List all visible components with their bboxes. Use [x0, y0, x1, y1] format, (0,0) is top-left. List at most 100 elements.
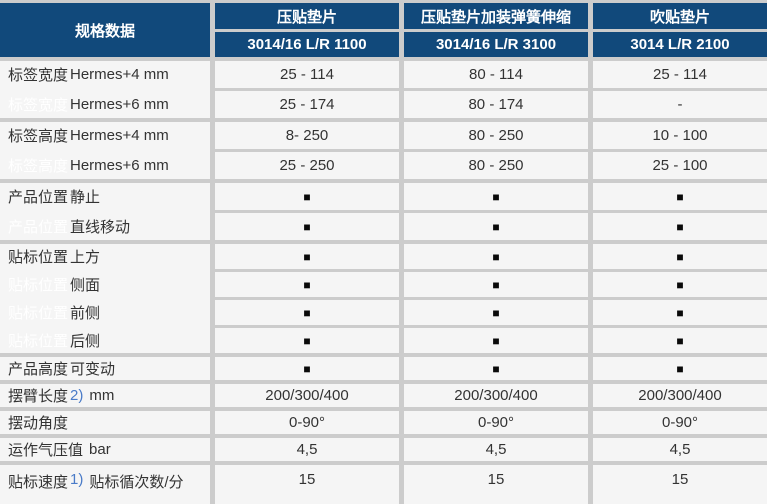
product-column-name: 压贴垫片加装弹簧伸缩 — [404, 3, 588, 29]
row-label-ghost-text: 贴标位置 — [8, 305, 69, 322]
row-label-line: 摆动角度 — [8, 411, 210, 434]
spec-row-group: 摆臂长度 2) mm 200/300/400 200/300/400 200/300/40… — [0, 384, 767, 407]
row-label-line: 标签高度 Hermes+4 mm — [8, 122, 210, 149]
row-label-line: 标签宽度 Hermes+6 mm — [8, 91, 210, 118]
footnote-marker: 2) — [70, 387, 84, 404]
feature-available-square: ■ — [593, 272, 767, 297]
spec-value: 25 - 114 — [215, 61, 399, 88]
spec-value: 80 - 174 — [404, 91, 588, 118]
feature-available-square: ■ — [215, 272, 399, 297]
feature-available-square: ■ — [404, 183, 588, 210]
spec-value: 200/300/400 — [404, 384, 588, 407]
spec-value: 4,5 — [593, 438, 767, 461]
spec-value: 80 - 114 — [404, 61, 588, 88]
row-label-cell: 贴标位置 上方 贴标位置 侧面 贴标位置 前侧 贴标位置 后侧 — [0, 244, 210, 353]
row-label-text: 标签宽度 — [8, 67, 69, 84]
row-label-ghost-text: 标签宽度 — [8, 97, 69, 114]
row-label-line: 贴标位置 后侧 — [8, 328, 210, 353]
row-label-cell: 摆动角度 — [0, 411, 210, 434]
row-sublabel: 上方 — [70, 249, 101, 266]
row-sublabel: Hermes+6 mm — [70, 157, 169, 174]
row-label-ghost-text: 贴标位置 — [8, 277, 69, 294]
row-label-line: 产品位置 静止 — [8, 183, 210, 210]
row-label-suffix: bar — [89, 441, 111, 458]
feature-available-square: ■ — [593, 244, 767, 269]
row-label-line: 贴标速度 1) 贴标循次数/分 — [8, 465, 210, 504]
row-label-cell: 摆臂长度 2) mm — [0, 384, 210, 407]
row-label-suffix: mm — [89, 387, 115, 404]
product-column-model: 3014 L/R 2100 — [593, 32, 767, 57]
spec-value: 25 - 100 — [593, 152, 767, 179]
row-label-cell: 产品位置 静止 产品位置 直线移动 — [0, 183, 210, 240]
row-label-cell: 贴标速度 1) 贴标循次数/分 — [0, 465, 210, 504]
feature-available-square: ■ — [215, 300, 399, 325]
row-label-line: 运作气压值 bar — [8, 438, 210, 461]
spec-value: 15 — [215, 465, 399, 504]
row-label-line: 标签宽度 Hermes+4 mm — [8, 61, 210, 88]
row-label-line: 贴标位置 侧面 — [8, 272, 210, 297]
feature-available-square: ■ — [404, 244, 588, 269]
row-sublabel: Hermes+6 mm — [70, 96, 169, 113]
product-column-name: 吹贴垫片 — [593, 3, 767, 29]
row-label-cell: 标签宽度 Hermes+4 mm 标签宽度 Hermes+6 mm — [0, 61, 210, 118]
feature-available-square: ■ — [215, 357, 399, 380]
feature-available-square: ■ — [404, 328, 588, 353]
row-label-text: 产品高度 — [8, 361, 69, 378]
row-sublabel: 前侧 — [70, 305, 101, 322]
row-label-ghost-text: 贴标位置 — [8, 333, 69, 350]
product-column-name: 压贴垫片 — [215, 3, 399, 29]
spec-row-group: 产品位置 静止 产品位置 直线移动 ■ ■ ■ ■ ■ ■ — [0, 183, 767, 240]
row-label-line: 贴标位置 上方 — [8, 244, 210, 269]
feature-available-square: ■ — [404, 213, 588, 240]
spec-data-header: 规格数据 — [0, 3, 210, 57]
spec-value: 25 - 114 — [593, 61, 767, 88]
spec-value: 200/300/400 — [215, 384, 399, 407]
spec-row-group: 标签高度 Hermes+4 mm 标签高度 Hermes+6 mm 8- 250 80 -… — [0, 122, 767, 179]
row-label-text: 贴标位置 — [8, 249, 69, 266]
feature-available-square: ■ — [593, 328, 767, 353]
spec-value: 10 - 100 — [593, 122, 767, 149]
spec-row-group: 贴标速度 1) 贴标循次数/分 15 15 15 — [0, 465, 767, 504]
spec-value: 0-90° — [215, 411, 399, 434]
spec-value: 8- 250 — [215, 122, 399, 149]
row-label-cell: 运作气压值 bar — [0, 438, 210, 461]
row-sublabel: 直线移动 — [70, 219, 131, 236]
spec-value: - — [593, 91, 767, 118]
spec-value: 25 - 174 — [215, 91, 399, 118]
row-label-text: 摆动角度 — [8, 415, 69, 432]
spec-row-group: 贴标位置 上方 贴标位置 侧面 贴标位置 前侧 贴标位置 后侧 ■ ■ ■ ■ ■ ■ ■ ■ ■ ■ ■ ■ — [0, 244, 767, 353]
spec-value: 80 - 250 — [404, 152, 588, 179]
footnote-marker: 1) — [70, 471, 84, 488]
spec-value: 0-90° — [593, 411, 767, 434]
feature-available-square: ■ — [215, 183, 399, 210]
spec-row-group: 运作气压值 bar 4,5 4,5 4,5 — [0, 438, 767, 461]
feature-available-square: ■ — [593, 300, 767, 325]
row-sublabel: Hermes+4 mm — [70, 127, 169, 144]
spec-value: 15 — [404, 465, 588, 504]
row-label-cell: 产品高度 可变动 — [0, 357, 210, 380]
spec-value: 25 - 250 — [215, 152, 399, 179]
row-label-line: 产品高度 可变动 — [8, 357, 210, 380]
row-label-cell: 标签高度 Hermes+4 mm 标签高度 Hermes+6 mm — [0, 122, 210, 179]
row-sublabel: 后侧 — [70, 333, 101, 350]
spec-row-group: 摆动角度 0-90° 0-90° 0-90° — [0, 411, 767, 434]
feature-available-square: ■ — [404, 272, 588, 297]
table-body: 标签宽度 Hermes+4 mm 标签宽度 Hermes+6 mm 25 - 114 80… — [0, 61, 767, 504]
product-column-model: 3014/16 L/R 1100 — [215, 32, 399, 57]
spec-value: 0-90° — [404, 411, 588, 434]
feature-available-square: ■ — [215, 244, 399, 269]
row-label-line: 标签高度 Hermes+6 mm — [8, 152, 210, 179]
row-sublabel: Hermes+4 mm — [70, 66, 169, 83]
feature-available-square: ■ — [404, 357, 588, 380]
feature-available-square: ■ — [215, 213, 399, 240]
row-label-text: 标签高度 — [8, 128, 69, 145]
spec-row-group: 标签宽度 Hermes+4 mm 标签宽度 Hermes+6 mm 25 - 114 80… — [0, 61, 767, 118]
product-column-model: 3014/16 L/R 3100 — [404, 32, 588, 57]
spec-row-group: 产品高度 可变动 ■ ■ ■ — [0, 357, 767, 380]
spec-value: 4,5 — [404, 438, 588, 461]
feature-available-square: ■ — [215, 328, 399, 353]
row-label-line: 产品位置 直线移动 — [8, 213, 210, 240]
row-label-text: 摆臂长度 — [8, 388, 69, 405]
row-label-suffix: 贴标循次数/分 — [89, 474, 184, 491]
